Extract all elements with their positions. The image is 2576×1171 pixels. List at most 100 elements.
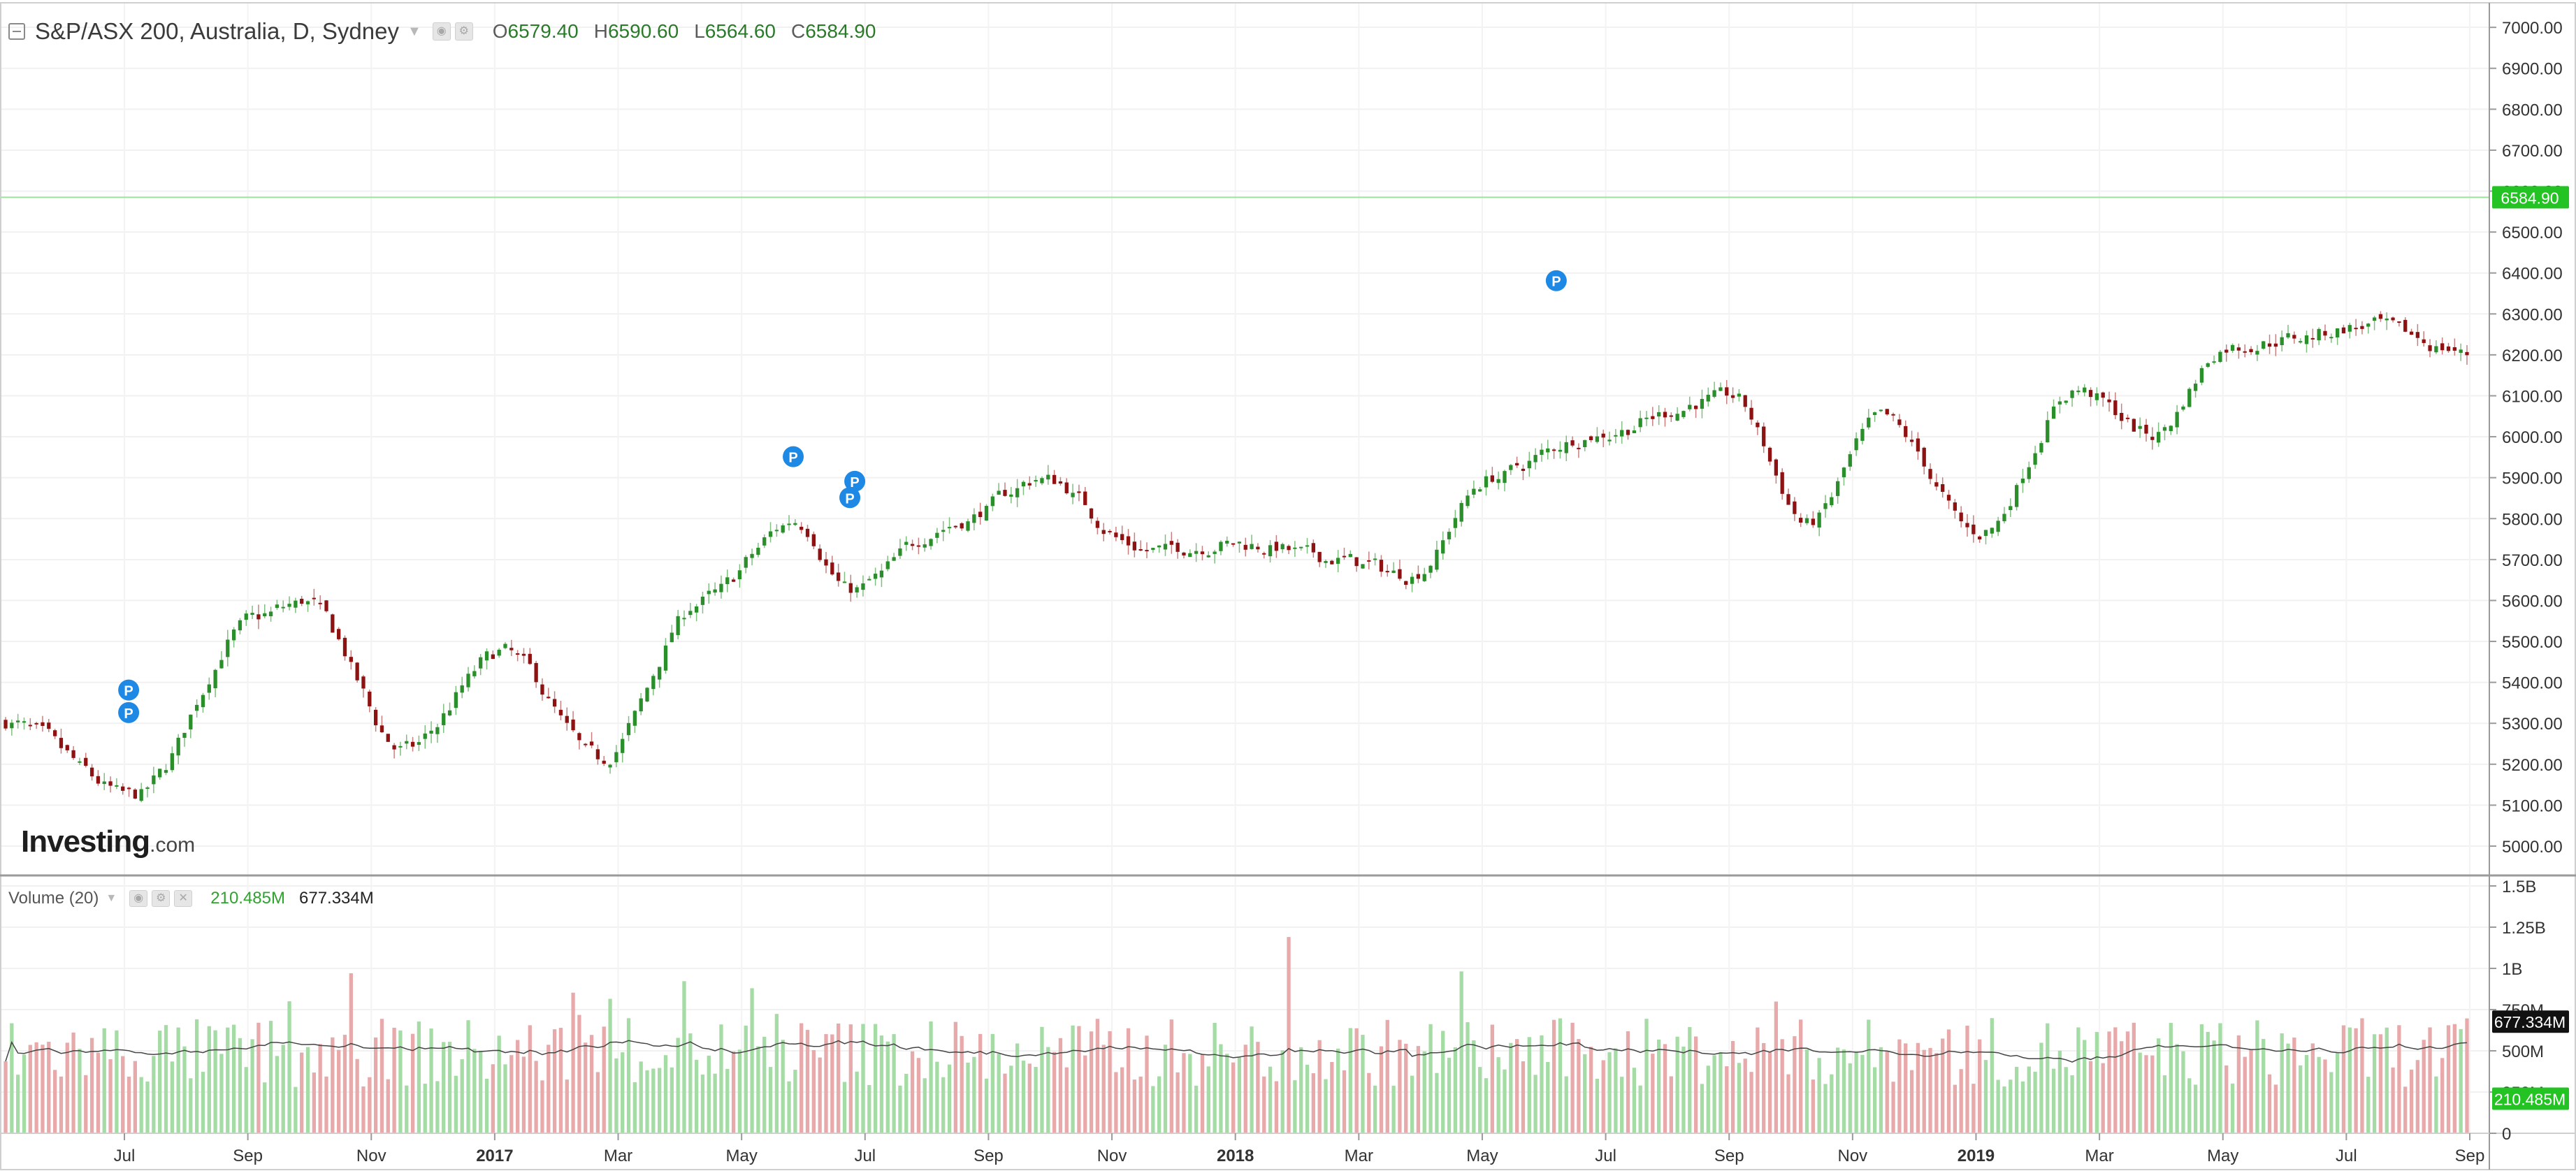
time-tick-label: Mar	[1345, 1147, 1373, 1165]
volume-bar	[1317, 1040, 1322, 1133]
candle-body	[2459, 349, 2463, 354]
candle-body	[781, 525, 785, 533]
candle-body	[1762, 426, 1766, 446]
volume-bar	[244, 1067, 248, 1133]
candle-body	[484, 651, 489, 661]
volume-bar	[1780, 1039, 1784, 1133]
volume-bar	[2409, 1069, 2414, 1133]
volume-bar	[719, 1024, 723, 1133]
gear-icon[interactable]: ⚙	[454, 22, 473, 41]
volume-bar	[1909, 1070, 1914, 1133]
volume-bar	[1089, 1031, 1094, 1133]
candle-body	[1589, 436, 1593, 440]
chevron-down-icon[interactable]: ▼	[106, 892, 117, 904]
volume-bar	[133, 1061, 138, 1133]
volume-bar	[164, 1025, 168, 1133]
volume-bar	[207, 1026, 211, 1133]
candle-body	[1928, 469, 1932, 479]
candle-body	[59, 738, 64, 748]
volume-bar	[966, 1062, 970, 1133]
ohlc-values: O6579.40 H6590.60 L6564.60 C6584.90	[493, 20, 876, 43]
volume-bar	[78, 1049, 82, 1133]
volume-bar	[811, 1049, 816, 1133]
candle-body	[1514, 463, 1519, 466]
volume-bar	[2181, 1051, 2185, 1133]
volume-bar	[861, 1024, 865, 1133]
candle-body	[1132, 541, 1137, 551]
candle-body	[2255, 351, 2259, 355]
candle-body	[2329, 337, 2333, 339]
volume-bar	[231, 1024, 236, 1133]
volume-bar	[2459, 1028, 2463, 1133]
candle-body	[1225, 540, 1229, 544]
volume-bar	[904, 1073, 909, 1133]
candle-body	[2299, 341, 2303, 343]
volume-bar	[2046, 1023, 2050, 1133]
volume-tick-label: 1B	[2502, 960, 2522, 979]
candle-body	[108, 781, 113, 786]
volume-bar	[3, 1061, 8, 1133]
candle-body	[2341, 327, 2346, 334]
candle-body	[1540, 449, 1544, 455]
candle-body	[1916, 438, 1920, 452]
candle-body	[1268, 545, 1273, 557]
time-axis[interactable]: Jul Sep Nov 2017 Mar May Jul Sep Nov 2018 Mar May Ju…	[114, 1133, 2485, 1165]
volume-bar	[688, 1033, 693, 1133]
candle-body	[1317, 551, 1322, 562]
candle-body	[1348, 553, 1352, 558]
volume-bar	[2446, 1025, 2451, 1133]
collapse-icon[interactable]	[8, 23, 25, 40]
volume-bar	[1725, 1066, 1729, 1133]
volume-bar	[2193, 1084, 2198, 1133]
candle-body	[1737, 393, 1742, 397]
candle-body	[1860, 428, 1865, 441]
volume-bar	[1034, 1066, 1038, 1133]
chevron-down-icon[interactable]: ▼	[407, 23, 421, 39]
candle-body	[2175, 412, 2179, 428]
candle-body	[1311, 543, 1315, 553]
volume-bar	[1922, 1049, 1926, 1133]
candle-body	[1904, 426, 1908, 437]
volume-bar	[774, 1014, 779, 1133]
time-tick-label: Jul	[2336, 1147, 2357, 1165]
volume-bar	[1021, 1061, 1026, 1133]
candle-body	[1730, 395, 1735, 398]
candle-body	[676, 616, 680, 635]
volume-bar	[552, 1029, 557, 1133]
candle-body	[1496, 479, 1500, 483]
candle-body	[126, 787, 131, 790]
volume-bar	[2027, 1066, 2031, 1133]
volume-bar	[2051, 1068, 2056, 1133]
volume-bar	[1706, 1065, 1710, 1133]
symbol-title[interactable]: S&P/ASX 200, Australia, D, Sydney	[35, 18, 399, 44]
price-tick-label: 6200.00	[2502, 347, 2563, 365]
candle-body	[368, 691, 372, 706]
volume-bar	[2354, 1028, 2358, 1133]
candle-body	[145, 787, 150, 790]
candle-body	[787, 523, 791, 525]
close-icon[interactable]: ✕	[174, 890, 193, 907]
axis-badges: 6584.90 677.334M 210.485M	[2492, 186, 2569, 1110]
candle-body	[244, 613, 248, 620]
volume-bar	[1644, 1019, 1649, 1133]
volume-bar	[1663, 1044, 1667, 1133]
volume-bar	[287, 1001, 291, 1133]
candle-body	[762, 537, 767, 546]
candle-body	[1675, 414, 1679, 421]
volume-bar	[848, 1024, 853, 1133]
eye-icon[interactable]: ◉	[129, 890, 148, 907]
price-axis[interactable]: 7000.006900.006800.006700.006600.006500.…	[2489, 19, 2563, 857]
volume-bar	[1311, 1073, 1315, 1133]
volume-bar	[472, 1049, 477, 1133]
candle-body	[2064, 400, 2068, 403]
candle-body	[2280, 337, 2284, 346]
volume-header: Volume (20) ▼ ◉ ⚙ ✕ 210.485M 677.334M	[8, 886, 374, 911]
candle-body	[1693, 405, 1698, 409]
eye-icon[interactable]: ◉	[432, 22, 451, 41]
volume-tick-label: 500M	[2502, 1042, 2544, 1061]
volume-title[interactable]: Volume (20)	[8, 889, 99, 908]
gear-icon[interactable]: ⚙	[152, 890, 171, 907]
volume-bar	[176, 1027, 180, 1133]
